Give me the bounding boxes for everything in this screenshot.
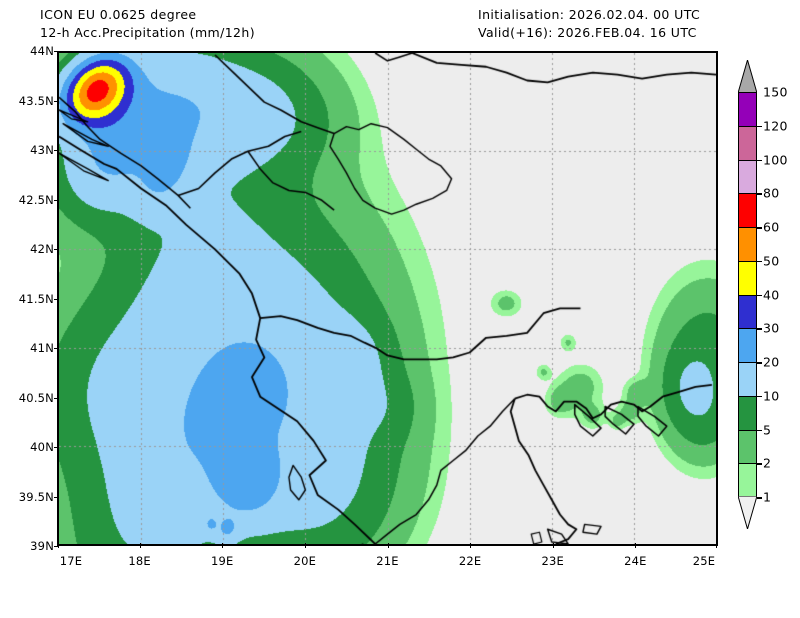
colorbar-tick-mark	[757, 328, 762, 330]
precipitation-colorbar: 150 120 100 80 60 50 40 30 20 10 5 2 1	[738, 60, 787, 530]
header-right-block: Initialisation: 2026.02.04. 00 UTC Valid…	[478, 6, 700, 42]
colorbar-tick-label: 80	[763, 185, 780, 201]
colorbar-band	[739, 295, 756, 330]
colorbar-tick-label: 10	[763, 388, 780, 404]
field-name-label: 12-h Acc.Precipitation (mm/12h)	[40, 25, 256, 40]
colorbar-tick-mark	[757, 125, 762, 128]
longitude-tick-label: 18E	[128, 554, 151, 568]
longitude-tick-mark	[716, 543, 717, 548]
latitude-tick-mark	[54, 150, 59, 151]
colorbar-tick-mark	[757, 193, 762, 195]
longitude-tick-label: 23E	[541, 554, 564, 568]
colorbar-bands	[738, 92, 757, 498]
latitude-tick-mark	[54, 447, 59, 448]
latitude-tick-mark	[54, 496, 59, 498]
latitude-tick-label: 43N	[30, 143, 54, 157]
longitude-tick-mark	[387, 543, 389, 548]
longitude-tick-mark	[635, 543, 637, 548]
latitude-tick-label: 39.5N	[18, 489, 54, 504]
latitude-tick-mark	[54, 100, 59, 102]
longitude-tick-label: 19E	[211, 554, 234, 568]
latitude-tick-mark	[54, 298, 59, 300]
colorbar-tick-label: 50	[763, 253, 780, 269]
colorbar-tick-label: 40	[763, 287, 780, 302]
colorbar-tick-mark	[757, 497, 762, 499]
colorbar-band	[739, 430, 756, 465]
longitude-tick-label: 25E	[692, 554, 716, 568]
colorbar-tick-mark	[757, 362, 762, 364]
latitude-tick-label: 42.5N	[18, 192, 54, 207]
longitude-tick-label: 20E	[293, 554, 317, 568]
colorbar-under-arrow	[738, 496, 757, 529]
latitude-tick-mark	[54, 199, 59, 201]
latitude-tick-label: 42N	[30, 242, 54, 256]
colorbar-tick-label: 150	[763, 84, 788, 100]
colorbar-band	[739, 160, 756, 195]
longitude-tick-mark	[470, 543, 472, 548]
latitude-tick-label: 40N	[30, 440, 54, 454]
colorbar-tick-label: 120	[763, 118, 788, 134]
colorbar-tick-mark	[757, 159, 762, 161]
longitude-axis: 17E 18E 19E 20E 21E 22E 23E 24E 25E	[57, 543, 718, 572]
colorbar-band	[739, 396, 756, 431]
longitude-tick-mark	[552, 543, 554, 548]
colorbar-tick-mark	[757, 260, 762, 263]
latitude-tick-label: 43.5N	[18, 93, 54, 108]
colorbar-band	[739, 194, 756, 228]
longitude-tick-mark	[58, 543, 59, 548]
valid-time-label: Valid(+16): 2026.FEB.04. 16 UTC	[478, 25, 697, 40]
colorbar-band	[739, 363, 756, 397]
longitude-tick-mark	[304, 543, 306, 548]
colorbar-tick-mark	[757, 395, 762, 398]
latitude-tick-label: 41N	[30, 341, 54, 355]
colorbar-band	[739, 464, 756, 498]
longitude-tick-label: 17E	[59, 554, 83, 568]
latitude-tick-mark	[54, 51, 59, 52]
latitude-tick-label: 39N	[30, 539, 54, 553]
latitude-tick-mark	[54, 249, 59, 250]
longitude-tick-label: 22E	[458, 554, 482, 568]
colorbar-tick-label: 100	[763, 152, 788, 167]
initialisation-label: Initialisation: 2026.02.04. 00 UTC	[478, 7, 701, 22]
colorbar-tick-mark	[757, 294, 762, 296]
colorbar-tick-label: 1	[763, 489, 772, 505]
header-left-block: ICON EU 0.0625 degree 12-h Acc.Precipita…	[40, 6, 255, 42]
latitude-tick-label: 41.5N	[18, 291, 54, 306]
latitude-tick-mark	[54, 397, 59, 399]
colorbar-tick-label: 5	[763, 422, 772, 437]
colorbar-tick-label: 60	[763, 219, 780, 235]
colorbar-tick-label: 20	[763, 354, 780, 370]
latitude-tick-mark	[54, 348, 59, 349]
colorbar-band	[739, 228, 756, 262]
latitude-tick-mark	[54, 546, 59, 547]
colorbar-tick-mark	[757, 227, 762, 229]
colorbar-band	[739, 329, 756, 363]
precipitation-map-canvas	[59, 53, 716, 544]
colorbar-band	[739, 261, 756, 296]
longitude-tick-mark	[222, 543, 224, 548]
colorbar-tick-mark	[757, 463, 762, 465]
latitude-tick-label: 44N	[30, 44, 54, 58]
colorbar-band	[739, 93, 756, 127]
longitude-tick-mark	[139, 543, 141, 548]
map-plot-area	[57, 51, 718, 546]
colorbar-tick-label: 30	[763, 320, 780, 336]
colorbar-over-arrow	[738, 60, 757, 93]
model-name-label: ICON EU 0.0625 degree	[40, 7, 197, 22]
latitude-axis: 39N 39.5N 40N 40.5N 41N 41.5N 42N 42.5N 43N 43.5N…	[0, 44, 59, 553]
colorbar-tick-mark	[757, 429, 762, 431]
colorbar-band	[739, 126, 756, 161]
longitude-tick-label: 24E	[624, 554, 647, 568]
latitude-tick-label: 40.5N	[18, 390, 54, 405]
longitude-tick-label: 21E	[376, 554, 399, 568]
colorbar-tick-label: 2	[763, 455, 772, 471]
